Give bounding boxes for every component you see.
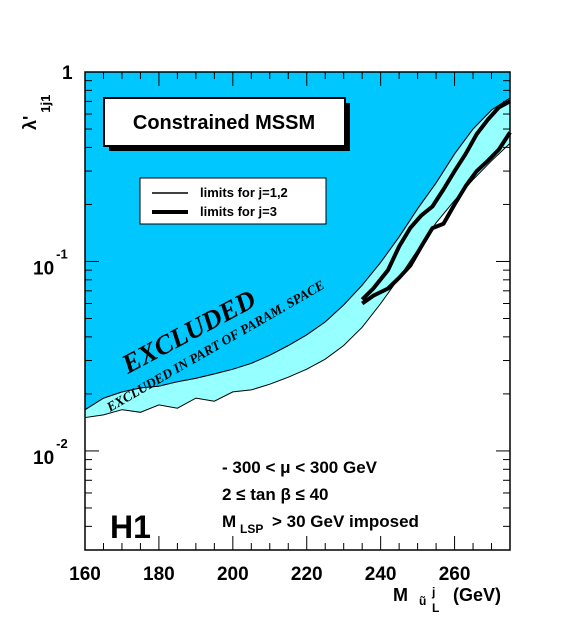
svg-text:j: j — [431, 585, 435, 599]
svg-text:(GeV): (GeV) — [453, 585, 501, 605]
j3-limit-lines — [360, 99, 512, 306]
y-axis-title: λ'1j1 — [20, 95, 53, 130]
plot-frame — [84, 71, 511, 551]
y-tick-label: 10-2 — [33, 436, 68, 469]
x-tick-label: 220 — [291, 564, 323, 585]
annotation-mu: - 300 < μ < 300 GeV — [222, 458, 378, 477]
svg-text:LSP: LSP — [240, 522, 263, 536]
svg-text:λ'1j1: λ'1j1 — [20, 95, 53, 130]
svg-text:L: L — [432, 601, 439, 615]
legend: limits for j=1,2 limits for j=3 — [139, 177, 327, 225]
y-tick-label: 10-1 — [33, 246, 68, 279]
svg-text:M: M — [222, 512, 236, 531]
svg-text:> 30 GeV imposed: > 30 GeV imposed — [272, 512, 419, 531]
svg-text:M: M — [393, 585, 408, 605]
legend-label-j3: limits for j=3 — [200, 204, 277, 219]
y-tick-label: 1 — [62, 63, 73, 84]
x-axis-title: M ũ j L (GeV) — [393, 585, 501, 615]
annotation-tanbeta: 2 ≤ tan β ≤ 40 — [222, 485, 329, 504]
title-box: Constrained MSSM — [103, 97, 350, 151]
j3-limit-line-2 — [361, 131, 512, 306]
y-tick-labels: 10-2 10-1 1 — [33, 63, 73, 469]
j3-limit-line-1 — [360, 99, 511, 301]
x-tick-label: 200 — [217, 564, 249, 585]
axis-ticks — [84, 71, 511, 551]
x-tick-label: 240 — [365, 564, 397, 585]
x-tick-labels: 160 180 200 220 240 260 — [69, 564, 470, 585]
excluded-region — [84, 71, 511, 411]
annotation-mlsp: M LSP > 30 GeV imposed — [222, 512, 419, 536]
experiment-label: H1 — [110, 509, 151, 545]
x-tick-label: 260 — [439, 564, 471, 585]
chart-title: Constrained MSSM — [133, 112, 315, 134]
x-tick-label: 160 — [69, 564, 101, 585]
svg-text:ũ: ũ — [419, 594, 426, 608]
x-tick-label: 180 — [143, 564, 175, 585]
legend-label-j12: limits for j=1,2 — [200, 185, 288, 200]
